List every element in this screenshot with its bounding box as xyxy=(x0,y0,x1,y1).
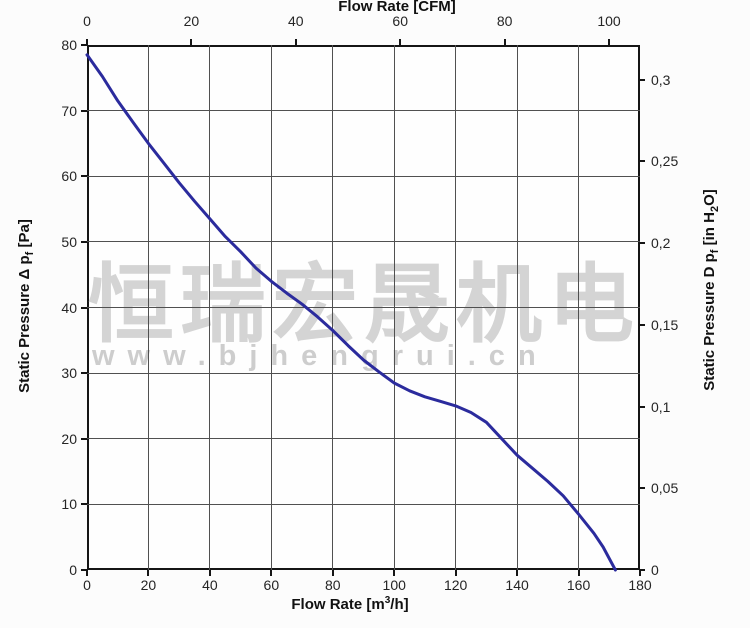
left-axis-title-unit: [Pa] xyxy=(16,219,33,252)
top-axis-title-text: Flow Rate [CFM] xyxy=(338,0,456,15)
y-left-tick-label: 50 xyxy=(61,233,77,250)
top-axis-tick xyxy=(399,39,402,45)
y-left-tick-label: 60 xyxy=(61,168,77,185)
y-left-tick-label: 80 xyxy=(61,37,77,53)
horizontal-gridline xyxy=(87,438,640,440)
y-left-tick xyxy=(81,109,87,112)
x-axis-tick xyxy=(639,570,641,576)
x-axis-tick-label: 80 xyxy=(324,577,341,593)
y-right-tick xyxy=(640,242,645,245)
y-right-tick-label: 0 xyxy=(651,562,659,578)
x-axis-tick-label: 40 xyxy=(202,577,218,593)
top-axis-tick-label: 60 xyxy=(392,13,409,29)
x-axis-tick-label: 180 xyxy=(628,577,652,593)
bottom-axis-title-text: Flow Rate [m xyxy=(291,596,385,613)
x-axis-tick-label: 100 xyxy=(382,577,406,593)
x-axis-tick-label: 140 xyxy=(505,577,529,593)
y-left-tick-label: 30 xyxy=(61,365,77,382)
right-axis-title-text: Static Pressure D p xyxy=(701,253,718,391)
watermark-url-text: www.bjhengrui.cn xyxy=(92,340,549,372)
top-axis-tick-label: 0 xyxy=(83,13,91,29)
horizontal-gridline xyxy=(87,372,640,374)
right-axis-title: Static Pressure D pf [in H2O] xyxy=(701,189,721,391)
top-axis-tick xyxy=(503,39,506,45)
top-axis-tick-label: 80 xyxy=(496,13,513,29)
top-axis-tick xyxy=(294,39,297,45)
right-axis-title-unit-b: O] xyxy=(701,189,718,206)
top-axis-tick-label: 20 xyxy=(183,13,200,29)
x-axis-tick xyxy=(270,570,273,576)
y-left-tick xyxy=(81,175,87,178)
y-left-tick xyxy=(81,372,87,375)
y-left-tick-label: 0 xyxy=(69,562,77,578)
left-axis-title-text: Static Pressure Δ p xyxy=(16,255,33,393)
x-axis-tick xyxy=(577,570,580,576)
horizontal-gridline xyxy=(87,241,640,243)
x-axis-tick-label: 60 xyxy=(263,577,280,593)
left-axis-title: Static Pressure Δ pf [Pa] xyxy=(16,219,36,393)
y-right-tick-label: 0,3 xyxy=(651,71,671,88)
y-right-tick-label: 0,25 xyxy=(651,153,679,170)
y-left-tick-label: 70 xyxy=(61,102,77,119)
y-left-tick-label: 10 xyxy=(61,496,77,513)
y-right-tick-label: 0,15 xyxy=(651,316,679,333)
top-axis-tick-label: 100 xyxy=(597,13,621,29)
y-left-tick xyxy=(81,569,87,571)
right-axis-title-h2o-subscript: 2 xyxy=(709,205,721,213)
y-right-tick xyxy=(640,160,645,163)
y-left-tick-label: 40 xyxy=(61,299,77,316)
x-axis-tick xyxy=(208,570,211,576)
top-axis-title: Flow Rate [CFM] xyxy=(338,0,456,15)
y-right-tick xyxy=(640,487,645,490)
y-right-tick xyxy=(640,569,645,571)
y-right-tick-label: 0,05 xyxy=(651,480,679,497)
x-axis-tick xyxy=(86,570,88,576)
bottom-axis-title-unit: /h] xyxy=(390,596,409,613)
bottom-axis-title-superscript: 3 xyxy=(384,595,391,606)
y-left-tick xyxy=(81,44,87,46)
horizontal-gridline xyxy=(87,110,640,112)
top-axis-tick xyxy=(608,39,611,45)
x-axis-tick xyxy=(516,570,519,576)
x-axis-tick xyxy=(393,570,396,576)
horizontal-gridline xyxy=(87,503,640,505)
y-left-tick xyxy=(81,240,87,243)
y-right-tick xyxy=(640,323,645,326)
x-axis-tick xyxy=(147,570,150,576)
y-left-tick xyxy=(81,437,87,440)
x-axis-tick-label: 120 xyxy=(443,577,468,593)
horizontal-gridline xyxy=(87,175,640,177)
y-right-tick-label: 0,2 xyxy=(651,235,671,252)
y-left-tick-label: 20 xyxy=(61,430,77,447)
x-axis-tick-label: 160 xyxy=(566,577,591,593)
y-left-tick xyxy=(81,306,87,309)
top-axis-tick xyxy=(86,39,88,45)
right-axis-title-unit-a: [in H xyxy=(701,212,718,250)
y-right-tick xyxy=(640,78,645,81)
y-right-tick-label: 0,1 xyxy=(651,398,671,415)
y-left-tick xyxy=(81,503,87,506)
x-axis-tick xyxy=(331,570,334,576)
top-axis-tick xyxy=(190,39,193,45)
horizontal-gridline xyxy=(87,307,640,308)
bottom-axis-title: Flow Rate [m3/h] xyxy=(291,595,408,613)
y-right-tick xyxy=(640,405,645,408)
x-axis-tick-label: 20 xyxy=(140,577,157,593)
left-axis-title-subscript: f xyxy=(24,251,36,256)
right-axis-title-subscript: f xyxy=(709,249,721,254)
x-axis-tick xyxy=(454,570,457,576)
x-axis-tick-label: 0 xyxy=(83,577,91,593)
top-axis-tick-label: 40 xyxy=(288,13,304,29)
